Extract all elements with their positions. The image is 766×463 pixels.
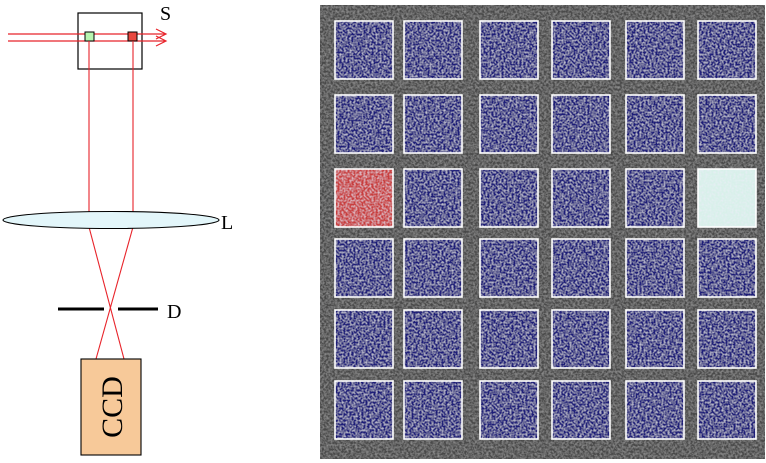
ccd-detector [80, 358, 142, 456]
speckle-cell-highlight-cyan [697, 168, 757, 228]
speckle-cell [551, 309, 611, 369]
speckle-cell [334, 94, 394, 154]
speckle-cell [625, 20, 685, 80]
speckle-cell [334, 20, 394, 80]
speckle-cell [334, 238, 394, 298]
speckle-cell [551, 380, 611, 440]
speckle-cell [697, 309, 757, 369]
speckle-cell [551, 168, 611, 228]
lens [2, 210, 220, 230]
source-marker-green [84, 31, 95, 42]
diaphragm-label: D [167, 301, 181, 323]
speckle-cell [479, 168, 539, 228]
speckle-cell [551, 94, 611, 154]
speckle-cell [479, 238, 539, 298]
speckle-cell [551, 238, 611, 298]
speckle-cell [479, 380, 539, 440]
speckle-cell [403, 168, 463, 228]
speckle-image [320, 5, 765, 459]
speckle-background [320, 5, 765, 459]
speckle-cell [403, 94, 463, 154]
ccd-label: CCD [96, 376, 129, 438]
speckle-cell [479, 20, 539, 80]
speckle-cell [403, 20, 463, 80]
source-label: S [160, 3, 171, 25]
speckle-cell [334, 309, 394, 369]
speckle-cell [403, 238, 463, 298]
source-marker-red [127, 31, 138, 42]
speckle-cell [697, 238, 757, 298]
speckle-cell [479, 94, 539, 154]
lens-label: L [221, 212, 233, 234]
speckle-cell [625, 309, 685, 369]
speckle-cell [551, 20, 611, 80]
speckle-cell [479, 309, 539, 369]
speckle-cell [697, 94, 757, 154]
speckle-cell-highlight-red [334, 168, 394, 228]
speckle-cell [697, 20, 757, 80]
speckle-cell [625, 94, 685, 154]
beam-paths [88, 41, 134, 360]
speckle-cell [625, 168, 685, 228]
speckle-cell [625, 380, 685, 440]
speckle-cell [697, 380, 757, 440]
speckle-cell-grid [334, 20, 757, 440]
speckle-cell [403, 380, 463, 440]
speckle-cell [403, 309, 463, 369]
speckle-cell [625, 238, 685, 298]
speckle-cell [334, 380, 394, 440]
optical-schematic: S L D CCD [2, 3, 233, 456]
